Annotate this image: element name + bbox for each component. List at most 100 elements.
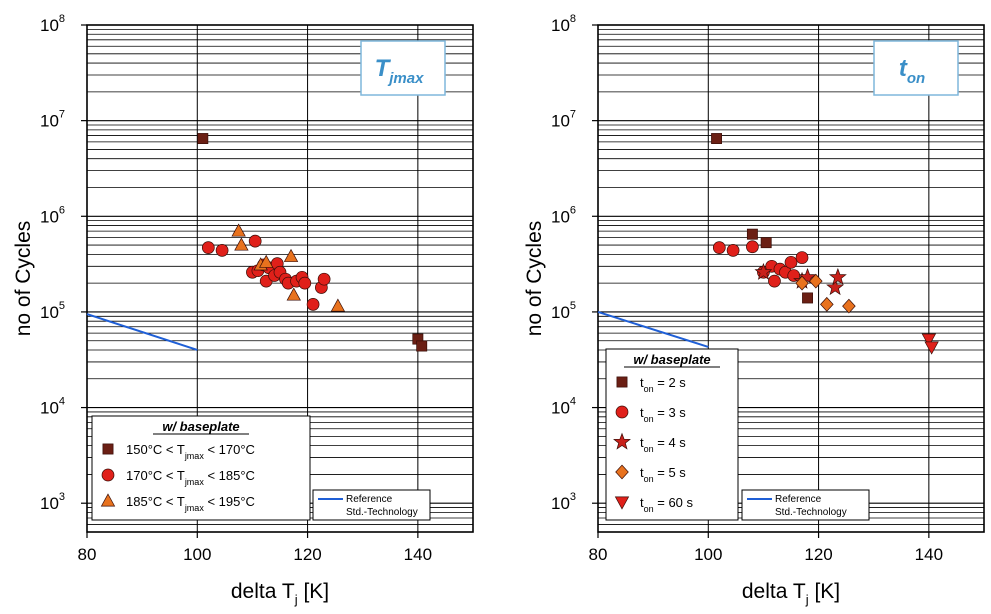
x-axis-label-unit: [K] [303, 580, 329, 603]
y-tick-exponent: 8 [59, 13, 65, 25]
legend-entry-subscript: jmax [184, 503, 205, 513]
title-box [360, 40, 446, 96]
x-tick-label: 140 [404, 545, 432, 564]
legend-entry-pre: t [640, 375, 644, 390]
legend-entry-post: < 195°C [204, 494, 255, 509]
x-axis-label: delta Tj [K] [231, 580, 329, 607]
x-axis-label-unit: [K] [814, 580, 840, 603]
data-point-circle [795, 251, 809, 264]
legend-title: w/ baseplate [633, 352, 710, 367]
legend-entry-post: = 3 s [654, 405, 687, 420]
y-tick-base: 10 [551, 112, 570, 131]
legend-entry-pre: t [640, 495, 644, 510]
x-tick-label: 120 [293, 545, 321, 564]
legend-entry-subscript: on [644, 504, 654, 514]
y-tick-base: 10 [551, 303, 570, 322]
legend-entry-pre: t [640, 465, 644, 480]
y-tick-base: 10 [551, 399, 570, 418]
x-tick-label: 80 [589, 545, 608, 564]
legend-marker-square [616, 376, 628, 388]
data-point-star [798, 267, 817, 285]
y-axis-label: no of Cycles [12, 221, 35, 337]
x-axis-label-subscript: j [805, 592, 809, 607]
legend-marker-star [613, 432, 631, 450]
y-tick-label: 107 [551, 109, 576, 131]
y-tick-label: 103 [551, 491, 576, 513]
series-triangle-down [921, 333, 939, 355]
legend-entry-subscript: on [644, 384, 654, 394]
data-point-diamond [809, 273, 823, 289]
y-tick-label: 104 [551, 396, 576, 418]
data-point-circle [306, 298, 320, 311]
legend-entry-post: = 2 s [654, 375, 687, 390]
legend-entry-label: ton = 4 s [640, 435, 686, 454]
data-point-star [826, 278, 845, 296]
title-box [873, 40, 959, 96]
x-tick-label: 80 [78, 545, 97, 564]
legend-entry-post: < 170°C [204, 442, 255, 457]
y-tick-label: 104 [40, 396, 65, 418]
plot-frame [86, 24, 474, 533]
legend-entry-label: 170°C < Tjmax < 185°C [126, 468, 255, 487]
reference-line [86, 313, 198, 351]
y-tick-exponent: 8 [570, 13, 576, 25]
data-point-square [760, 237, 772, 249]
legend-marker-diamond [615, 464, 629, 480]
legend-entry-pre: t [640, 435, 644, 450]
data-point-triangle-up [283, 248, 299, 262]
grid [597, 25, 984, 533]
y-axis-label: no of Cycles [523, 221, 546, 337]
y-tick-base: 10 [551, 16, 570, 35]
chart-title-subscript: on [907, 70, 925, 87]
y-tick-exponent: 3 [59, 491, 65, 503]
reference-label: Reference [346, 494, 393, 505]
reference-line [597, 310, 709, 348]
chart-title-main: t [899, 55, 908, 82]
x-tick-label: 120 [804, 545, 832, 564]
legend-entry-pre: 170°C < T [126, 468, 185, 483]
data-point-triangle-up [259, 254, 274, 268]
chart-title-subscript: jmax [387, 70, 424, 87]
y-tick-label: 106 [551, 204, 576, 226]
y-tick-exponent: 6 [59, 204, 65, 216]
chart-title: ton [899, 55, 925, 87]
data-point-circle [726, 244, 740, 257]
legend-marker-circle [615, 405, 629, 419]
y-tick-label: 108 [551, 13, 576, 35]
y-tick-exponent: 7 [59, 109, 65, 121]
data-point-circle [201, 241, 215, 254]
legend-box [605, 348, 739, 521]
y-tick-base: 10 [551, 494, 570, 513]
chart-title-main: T [375, 55, 392, 82]
legend-entry-post: = 5 s [654, 465, 687, 480]
data-point-triangle-down [924, 341, 939, 355]
series-diamond [795, 273, 856, 314]
x-tick-label: 100 [183, 545, 211, 564]
data-point-square [197, 133, 209, 144]
legend-marker-square [102, 443, 114, 455]
legend-entry-label: ton = 5 s [640, 465, 686, 484]
legend-box [91, 415, 311, 521]
y-tick-base: 10 [40, 494, 59, 513]
legend-title: w/ baseplate [162, 419, 239, 434]
y-tick-exponent: 3 [570, 491, 576, 503]
legend-marker-triangle-down [614, 496, 630, 510]
legend-entry-pre: 150°C < T [126, 442, 185, 457]
data-point-triangle-up [231, 223, 246, 237]
y-tick-exponent: 4 [59, 396, 65, 408]
y-tick-exponent: 5 [59, 300, 65, 312]
data-point-square [711, 133, 723, 144]
chart-title: Tjmax [375, 55, 425, 87]
x-axis-label-main: delta T [231, 580, 295, 603]
legend-entry-post: < 185°C [204, 468, 255, 483]
reference-legend-box [312, 489, 431, 521]
y-tick-exponent: 6 [570, 204, 576, 216]
x-tick-label: 100 [694, 545, 722, 564]
y-tick-label: 106 [40, 204, 65, 226]
y-tick-exponent: 4 [570, 396, 576, 408]
legend-entry-subscript: on [644, 474, 654, 484]
reference-label-technology: Std.-Technology [775, 507, 847, 518]
reference-label-technology: Std.-Technology [346, 507, 418, 518]
